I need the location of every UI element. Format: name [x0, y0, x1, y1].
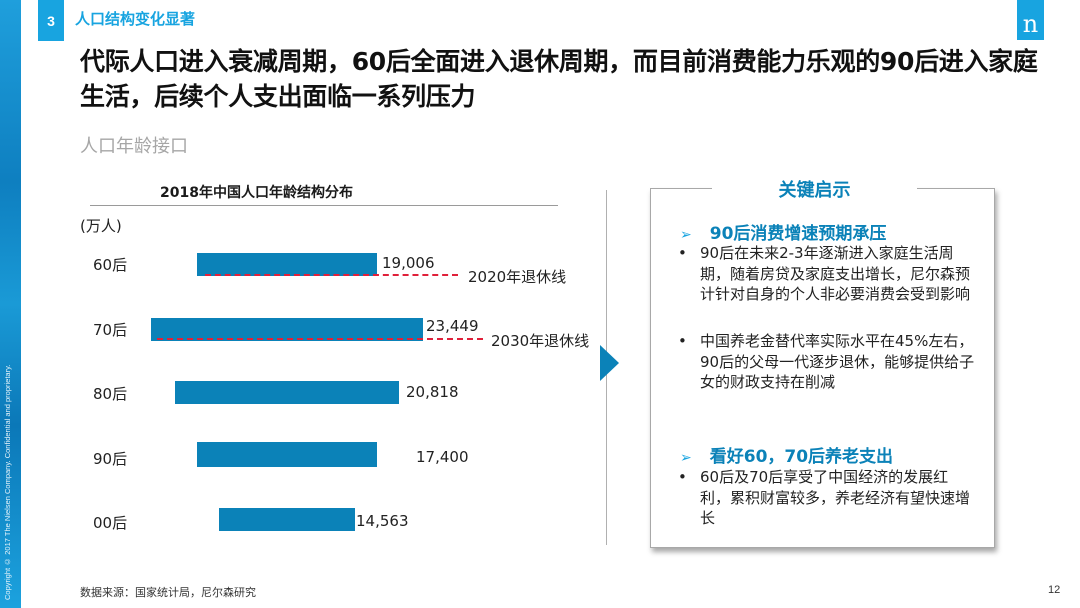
value-label: 14,563 — [356, 512, 409, 530]
page-headline: 代际人口进入衰减周期，60后全面进入退休周期，而目前消费能力乐观的90后进入家庭… — [80, 47, 1038, 111]
section-title: 人口结构变化显著 — [75, 10, 196, 28]
value-label: 17,400 — [416, 448, 469, 466]
category-label: 00后 — [93, 514, 128, 532]
bullet-icon: • — [678, 468, 687, 486]
value-label: 23,449 — [426, 317, 479, 335]
key-insights-box — [650, 188, 995, 548]
key-insights-title: 关键启示 — [712, 176, 917, 202]
insight-bullet: • 60后及70后享受了中国经济的发展红利，累积财富较多，养老经济有望快速增长 — [678, 468, 971, 527]
left-decorative-strip — [0, 0, 21, 608]
value-label: 20,818 — [406, 383, 459, 401]
chevron-right-icon: ➢ — [680, 450, 692, 466]
insight-bullet: • 90后在未来2-3年逐渐进入家庭生活周期，随着房贷及家庭支出增长，尼尔森预计… — [678, 244, 971, 303]
retirement-line-label: 2030年退休线 — [491, 332, 590, 350]
retirement-line-label: 2020年退休线 — [468, 268, 567, 286]
category-label: 70后 — [93, 321, 128, 339]
category-label: 60后 — [93, 256, 128, 274]
chart-title-rule — [90, 205, 558, 206]
insight-heading: ➢ 90后消费增速预期承压 — [680, 224, 887, 244]
value-label: 19,006 — [382, 254, 435, 272]
chart-title: 2018年中国人口年龄结构分布 — [160, 185, 353, 201]
retirement-line-2030 — [157, 338, 483, 340]
chevron-right-icon: ➢ — [680, 227, 692, 243]
arrow-right-icon — [600, 345, 619, 381]
retirement-line-2020 — [205, 274, 458, 276]
section-number-badge: 3 — [38, 0, 64, 41]
category-label: 90后 — [93, 450, 128, 468]
insight-bullet: • 中国养老金替代率实际水平在45%左右，90后的父母一代逐步退休，能够提供给子… — [678, 332, 975, 391]
insight-heading: ➢ 看好60，70后养老支出 — [680, 447, 894, 467]
nielsen-logo-icon: n — [1017, 0, 1044, 40]
bar-90s — [197, 442, 377, 467]
chart-unit-label: (万人) — [80, 217, 122, 235]
bullet-icon: • — [678, 244, 687, 262]
bar-00s — [219, 508, 355, 531]
bullet-icon: • — [678, 332, 687, 350]
page-subtitle: 人口年龄接口 — [80, 136, 188, 157]
data-source-note: 数据来源：国家统计局，尼尔森研究 — [80, 586, 256, 599]
copyright-text: Copyright © 2017 The Nielsen Company. Co… — [3, 364, 12, 600]
page-number: 12 — [1048, 584, 1061, 596]
bar-80s — [175, 381, 399, 404]
bar-60s — [197, 253, 377, 276]
category-label: 80后 — [93, 385, 128, 403]
bar-70s — [151, 318, 423, 341]
